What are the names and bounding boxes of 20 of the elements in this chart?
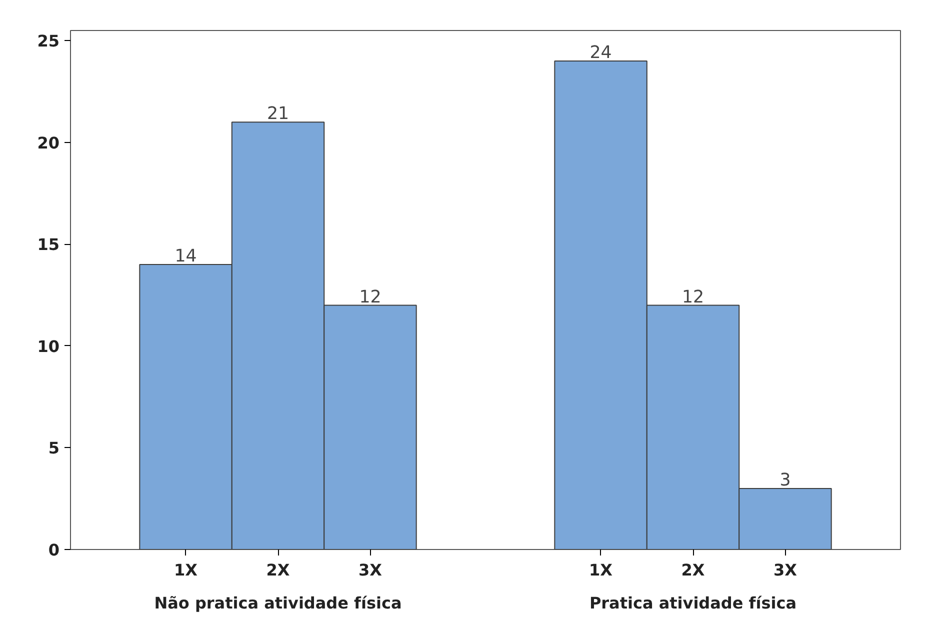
y-tick-label: 5 [48,438,60,458]
x-tick-label: 1X [589,560,614,580]
x-tick-label: 2X [266,560,290,580]
data-label: 24 [590,43,612,64]
y-tick-label: 15 [37,235,60,254]
data-label: 12 [682,287,704,308]
x-tick-label: 3X [358,560,383,580]
text: Pratica atividade física [589,594,797,612]
data-label: 12 [359,287,382,308]
y-tick-label: 20 [37,133,60,152]
y-tick-label: 25 [37,32,60,51]
x-tick-label: 3X [773,560,798,580]
data-label: 14 [174,246,197,267]
data-label: 3 [780,470,791,490]
text: Não pratica atividade física [154,594,402,612]
data-label: 21 [266,104,290,124]
x-tick-label: 1X [174,560,198,580]
x-tick-label: 2X [681,560,706,580]
y-tick-label: 0 [48,540,60,560]
y-tick-label: 10 [37,336,60,356]
